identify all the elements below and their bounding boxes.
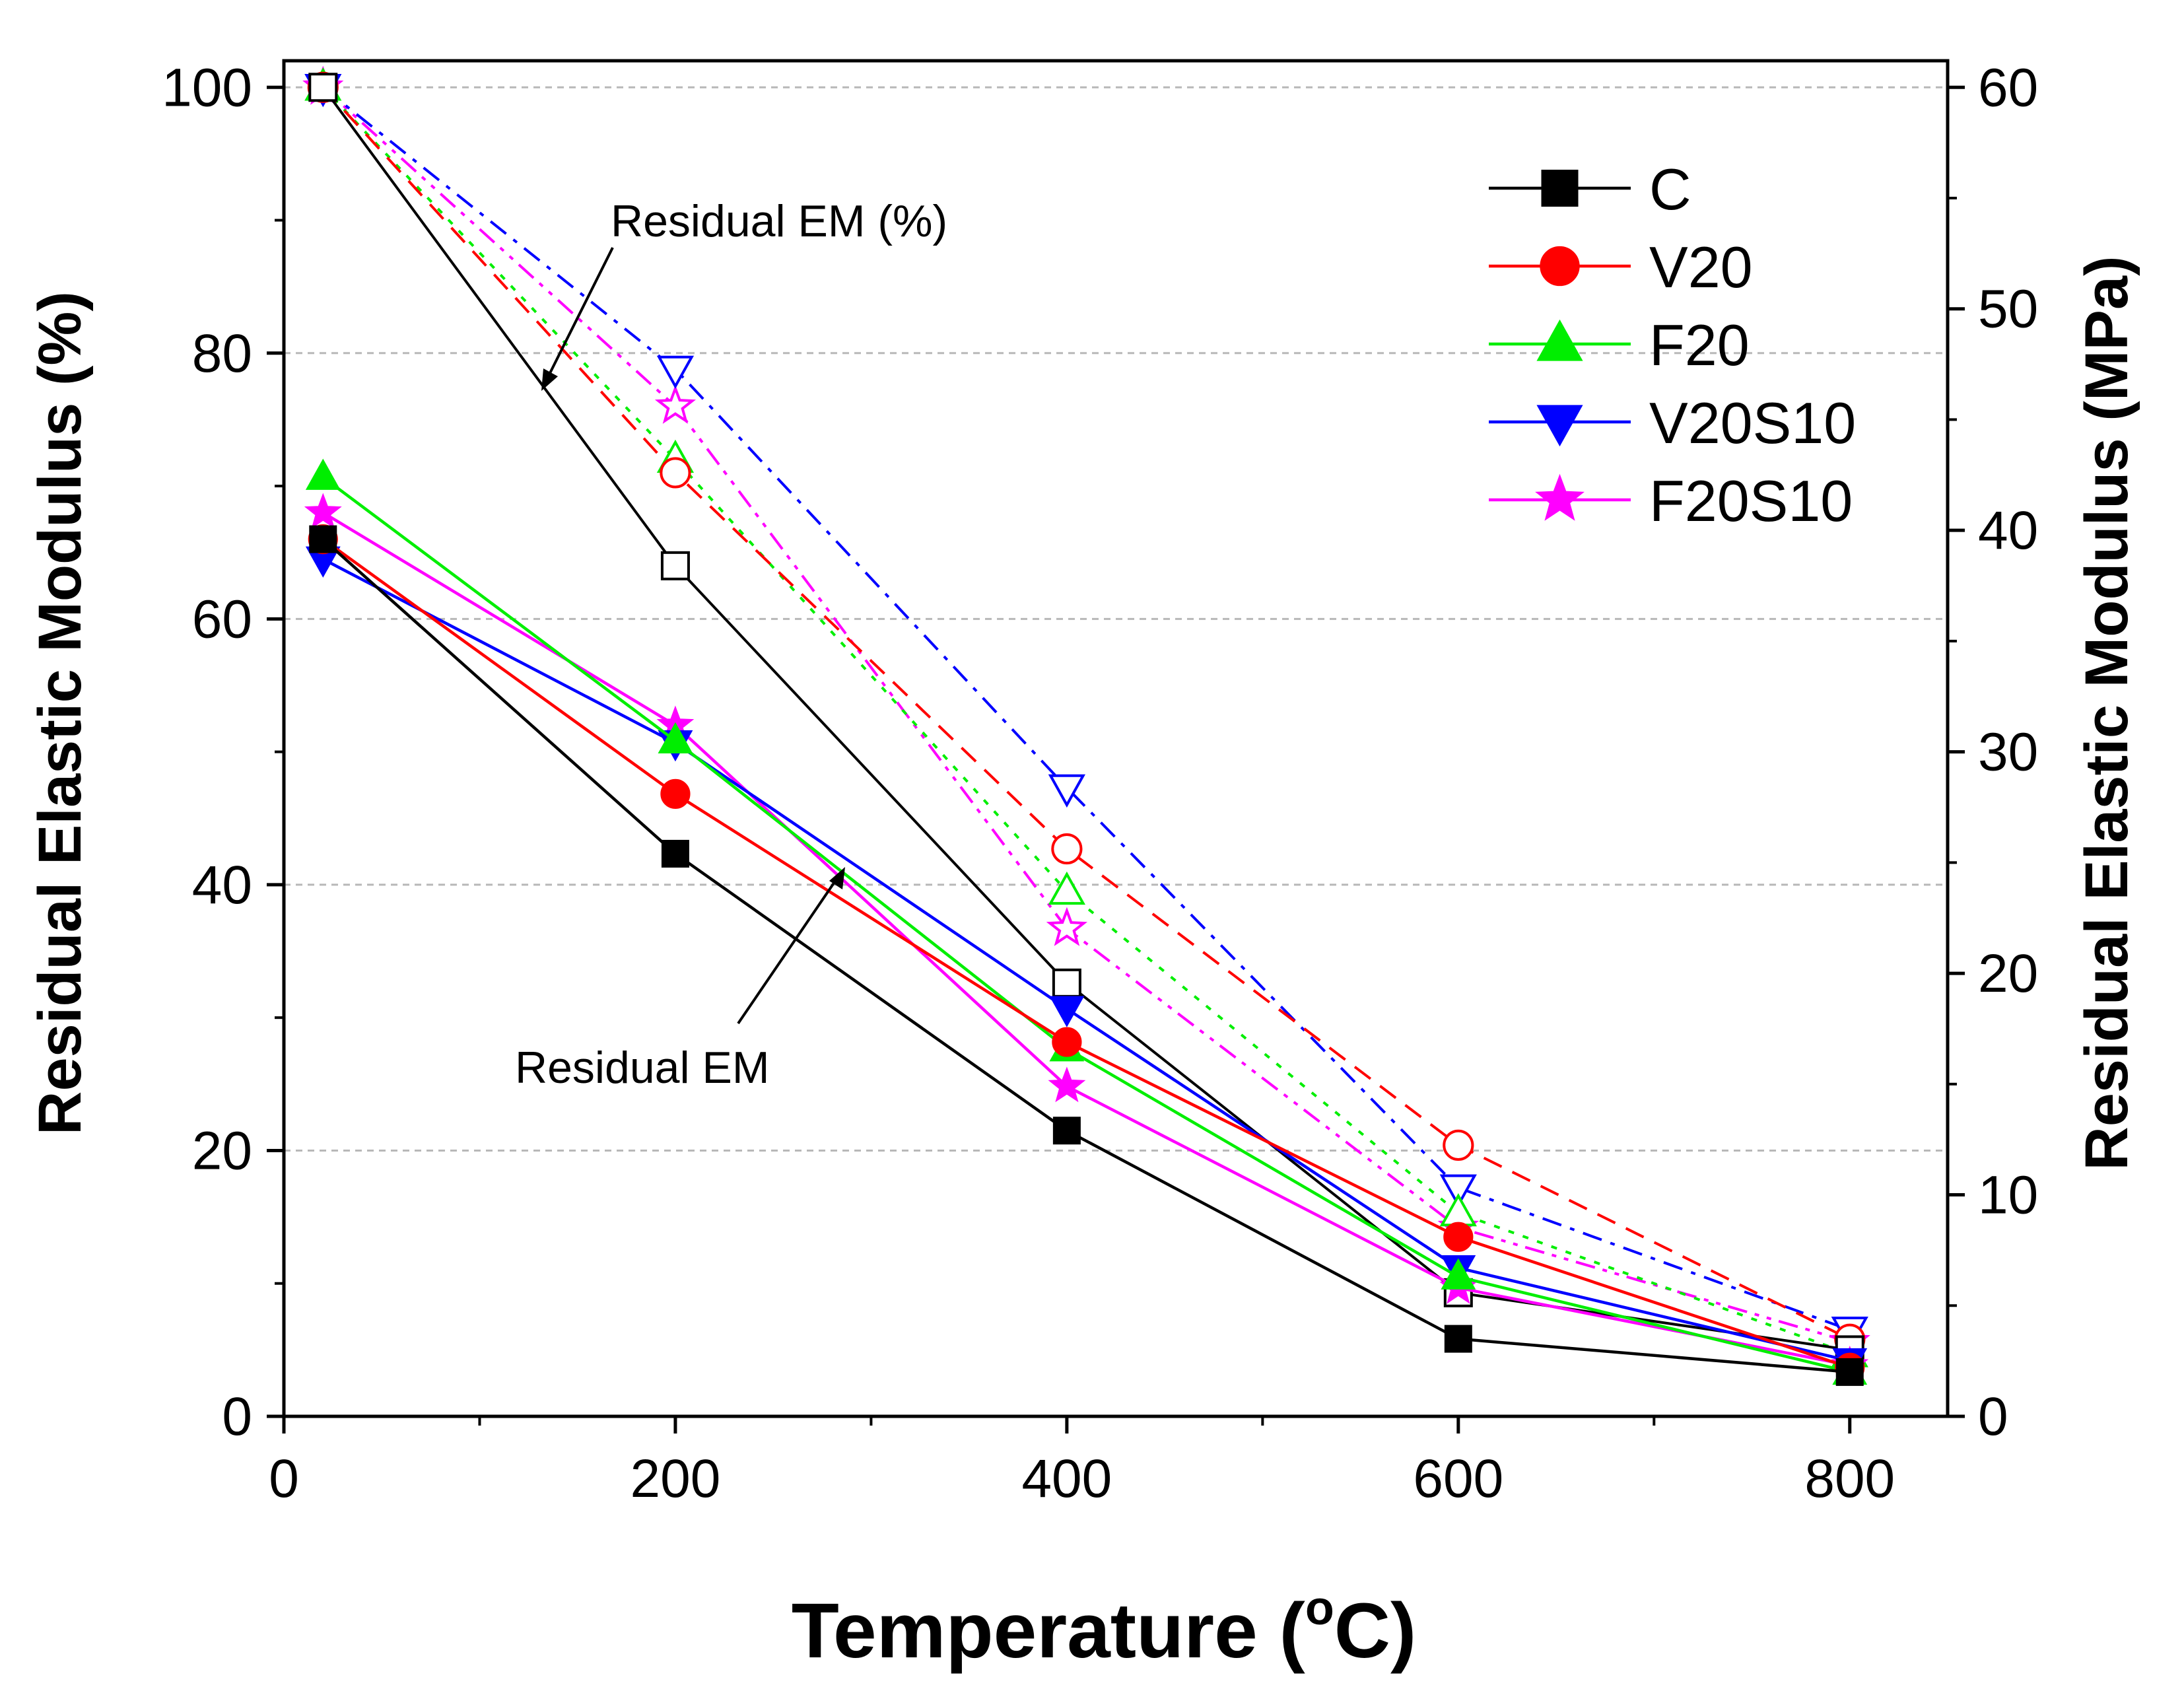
point-pct-V20-600 <box>1443 1129 1474 1161</box>
point-em-C-800 <box>1835 1358 1864 1386</box>
legend-label-C: C <box>1649 156 1691 222</box>
point-pct-V20S10-600 <box>1439 1174 1477 1208</box>
legend: C V20 F20 V20S10 F20S10 <box>1489 156 1856 534</box>
point-em-F20S10-20 <box>304 493 342 529</box>
point-em-V20-400 <box>1052 1027 1082 1057</box>
point-em-V20-200 <box>660 778 691 809</box>
annotations: Residual EM (%) Residual EM <box>515 196 947 1093</box>
y-right-tick-label-60: 60 <box>1978 57 2038 118</box>
y-right-tick-label-20: 20 <box>1978 944 2038 1004</box>
axes: 0 200 400 600 800 0 20 40 60 80 100 0 10 20 30 40 50 60 <box>162 57 2038 1509</box>
point-pct-C-20 <box>308 73 338 102</box>
x-tick-label-600: 600 <box>1413 1449 1503 1509</box>
y-axis-left-title: Residual Elastic Modulus (%) <box>26 291 94 1135</box>
legend-label-F20: F20 <box>1649 312 1750 378</box>
legend-marker-C <box>1541 170 1579 207</box>
line-pct-V20S10 <box>322 86 1851 1332</box>
series-em-C <box>309 525 1864 1386</box>
point-em-F20-600 <box>1441 1258 1476 1290</box>
x-tick-label-400: 400 <box>1021 1449 1112 1509</box>
legend-marker-F20S10 <box>1535 473 1585 521</box>
plot-area <box>302 65 1870 1386</box>
y-left-tick-label-100: 100 <box>162 57 252 118</box>
annotation-arrow-pct <box>545 247 614 380</box>
annotation-residual-em: Residual EM <box>515 1043 770 1093</box>
legend-item-F20: F20 <box>1489 312 1750 378</box>
y-left-tick-label-60: 60 <box>192 589 252 649</box>
y-left-tick-label-20: 20 <box>192 1121 252 1181</box>
point-em-C-600 <box>1444 1325 1472 1353</box>
x-axis-title-degree: o <box>1305 1582 1334 1635</box>
point-pct-V20S10-200 <box>656 355 695 390</box>
point-em-C-400 <box>1052 1117 1081 1145</box>
legend-item-C: C <box>1489 156 1691 222</box>
point-em-C-20 <box>309 525 337 553</box>
y-right-tick-label-0: 0 <box>1978 1387 2008 1447</box>
x-axis-title: Temperature (oC) <box>792 1582 1417 1675</box>
legend-label-V20S10: V20S10 <box>1649 390 1856 456</box>
point-em-V20-600 <box>1443 1222 1474 1252</box>
annotation-residual-em-pct: Residual EM (%) <box>611 196 947 246</box>
x-axis-title-unit: C) <box>1334 1587 1417 1675</box>
annotation-arrow-em <box>737 877 838 1025</box>
y-left-tick-label-0: 0 <box>222 1387 252 1447</box>
point-pct-V20-400 <box>1051 833 1083 865</box>
annotation-arrowhead-em <box>829 867 845 889</box>
legend-item-V20S10: V20S10 <box>1489 390 1856 456</box>
point-em-F20-200 <box>658 722 693 754</box>
point-em-C-200 <box>661 839 689 868</box>
x-tick-label-200: 200 <box>631 1449 721 1509</box>
y-axis-right-title: Residual Elastic Modulus (MPa) <box>2073 256 2140 1170</box>
x-tick-label-0: 0 <box>269 1449 299 1509</box>
y-left-tick-label-80: 80 <box>192 324 252 384</box>
legend-marker-V20S10 <box>1536 405 1583 447</box>
point-pct-C-400 <box>1052 968 1081 998</box>
x-tick-label-800: 800 <box>1804 1449 1895 1509</box>
y-left-tick-label-40: 40 <box>192 855 252 915</box>
point-em-F20S10-400 <box>1048 1066 1086 1103</box>
point-pct-C-200 <box>660 551 690 580</box>
point-em-V20S10-400 <box>1049 996 1085 1027</box>
point-pct-F20-400 <box>1048 871 1085 905</box>
legend-item-F20S10: F20S10 <box>1489 468 1853 534</box>
y-right-tick-label-50: 50 <box>1978 279 2038 339</box>
legend-marker-F20 <box>1536 319 1583 361</box>
legend-label-V20: V20 <box>1649 234 1753 300</box>
legend-item-V20: V20 <box>1489 234 1753 300</box>
point-pct-V20S10-400 <box>1048 774 1085 808</box>
legend-label-F20S10: F20S10 <box>1649 468 1853 534</box>
annotation-arrowhead-pct <box>541 368 558 391</box>
y-right-tick-label-30: 30 <box>1978 722 2038 782</box>
plot-frame <box>282 59 1950 1418</box>
point-pct-F20S10-200 <box>654 384 697 424</box>
legend-marker-V20 <box>1540 246 1580 287</box>
x-axis-title-main: Temperature ( <box>792 1587 1306 1675</box>
point-pct-F20S10-400 <box>1046 907 1088 946</box>
y-right-tick-label-10: 10 <box>1978 1165 2038 1226</box>
point-em-F20-20 <box>305 458 341 490</box>
point-pct-V20-200 <box>660 457 691 489</box>
y-right-tick-label-40: 40 <box>1978 501 2038 561</box>
